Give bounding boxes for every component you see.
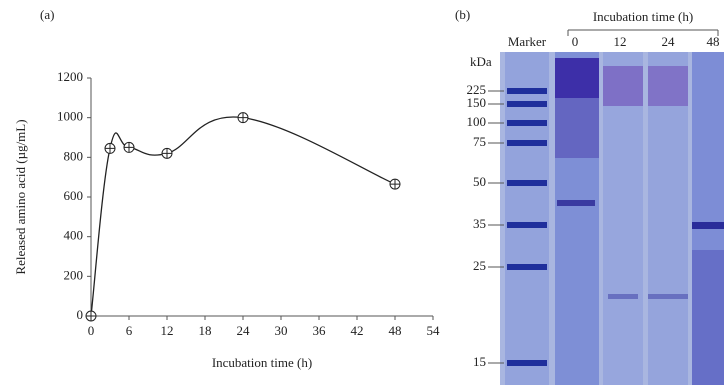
y-tick-label: 1200 bbox=[57, 69, 83, 84]
marker-band bbox=[507, 360, 547, 366]
y-tick-label: 800 bbox=[64, 148, 84, 163]
marker-band bbox=[507, 88, 547, 94]
kda-label: 75 bbox=[473, 134, 486, 149]
gel-image bbox=[500, 30, 724, 385]
marker-band bbox=[507, 140, 547, 146]
x-tick-label: 30 bbox=[275, 323, 288, 338]
marker-band bbox=[507, 180, 547, 186]
kda-label: 100 bbox=[467, 114, 487, 129]
kda-label: 150 bbox=[467, 95, 487, 110]
x-tick-label: 54 bbox=[427, 323, 441, 338]
panel-label: (b) bbox=[455, 7, 470, 22]
gel-header: Incubation time (h) bbox=[593, 9, 693, 24]
y-tick-label: 200 bbox=[64, 267, 84, 282]
kda-label: 25 bbox=[473, 258, 486, 273]
x-tick-label: 6 bbox=[126, 323, 133, 338]
x-axis-label: Incubation time (h) bbox=[212, 355, 312, 370]
x-tick-label: 42 bbox=[351, 323, 364, 338]
figure: (a) Incubation time (h) Released amino a… bbox=[0, 0, 724, 385]
gel-band bbox=[692, 222, 724, 229]
gel-band bbox=[603, 66, 643, 106]
x-tick-label: 48 bbox=[389, 323, 402, 338]
gel-band bbox=[692, 250, 724, 385]
marker-band bbox=[507, 264, 547, 270]
marker-band bbox=[507, 222, 547, 228]
gel-band bbox=[555, 98, 599, 158]
y-axis-label: Released amino acid (µg/mL) bbox=[13, 119, 28, 274]
x-tick-label: 0 bbox=[88, 323, 95, 338]
y-tick-label: 600 bbox=[64, 188, 84, 203]
lane-label: 12 bbox=[614, 34, 627, 49]
marker-label: Marker bbox=[508, 34, 547, 49]
kda-label: 50 bbox=[473, 174, 486, 189]
y-tick-label: 400 bbox=[64, 228, 84, 243]
gel-band bbox=[648, 294, 688, 299]
y-tick-label: 0 bbox=[77, 307, 84, 322]
line bbox=[91, 117, 395, 316]
gel-band bbox=[557, 200, 595, 206]
panel-label: (a) bbox=[40, 7, 54, 22]
gel-band bbox=[555, 58, 599, 98]
lane-label: 24 bbox=[662, 34, 676, 49]
kda-label: 35 bbox=[473, 216, 486, 231]
x-tick-label: 24 bbox=[237, 323, 251, 338]
y-tick-label: 1000 bbox=[57, 109, 83, 124]
gel-band bbox=[608, 294, 638, 299]
x-tick-label: 36 bbox=[313, 323, 327, 338]
kda-label: 15 bbox=[473, 354, 486, 369]
lane-label: 0 bbox=[572, 34, 579, 49]
marker-band bbox=[507, 120, 547, 126]
gel-band bbox=[648, 66, 688, 106]
unit-label: kDa bbox=[470, 54, 492, 69]
x-tick-label: 18 bbox=[199, 323, 212, 338]
lane-label: 48 bbox=[707, 34, 720, 49]
marker-band bbox=[507, 101, 547, 107]
x-tick-label: 12 bbox=[161, 323, 174, 338]
